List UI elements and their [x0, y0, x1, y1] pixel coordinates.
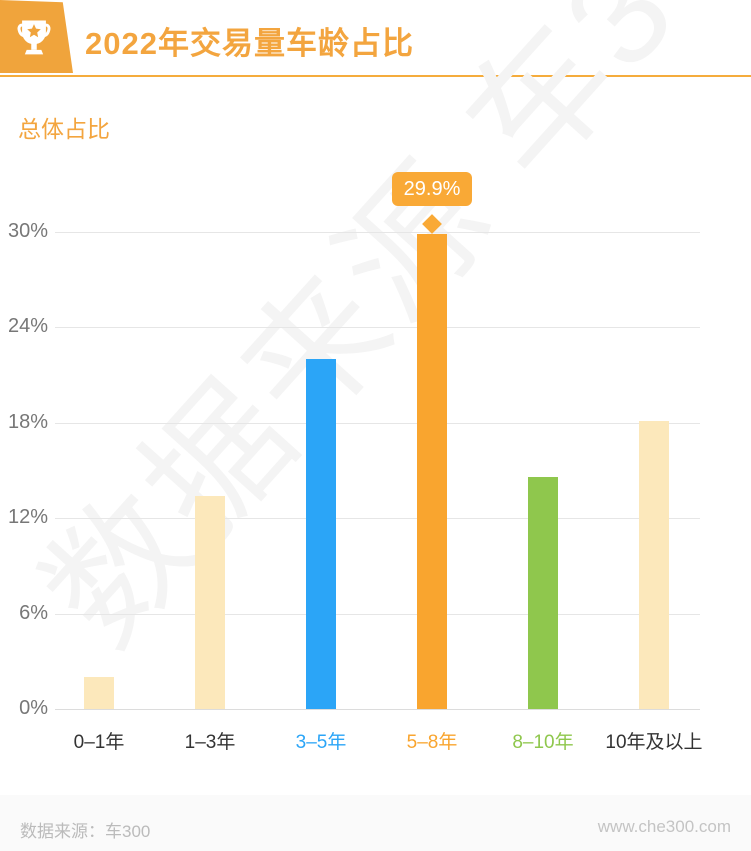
bar-3–5年: [306, 359, 336, 709]
value-tooltip: 29.9%: [392, 172, 472, 206]
y-axis-tick: 0%: [19, 697, 48, 719]
gridline-0%: [55, 709, 700, 710]
bar-0–1年: [84, 677, 114, 709]
y-axis-tick: 6%: [19, 602, 48, 624]
page-title: 2022年交易量车龄占比: [85, 26, 414, 61]
tooltip-pointer: [422, 214, 442, 234]
header-divider: [0, 75, 751, 77]
gridline-12%: [55, 518, 700, 519]
bar-10年及以上: [639, 421, 669, 709]
bar-5–8年: [417, 234, 447, 709]
x-axis-label: 3–5年: [295, 732, 347, 753]
y-axis-tick: 30%: [7, 220, 48, 242]
section-title: 总体占比: [18, 116, 110, 142]
gridline-18%: [55, 423, 700, 424]
x-axis-label: 5–8年: [406, 732, 458, 753]
trophy-icon: [17, 20, 50, 54]
gridline-30%: [55, 232, 700, 233]
y-axis-tick: 24%: [7, 315, 48, 337]
bar-1–3年: [195, 496, 225, 709]
gridline-24%: [55, 327, 700, 328]
y-axis-tick: 18%: [7, 411, 48, 433]
x-axis-label: 8–10年: [512, 732, 574, 753]
x-axis-label: 1–3年: [184, 732, 236, 753]
trophy-badge: [0, 0, 73, 73]
footer: 数据来源：车300 www.che300.com: [0, 795, 751, 851]
bar-8–10年: [528, 477, 558, 709]
x-axis-label: 10年及以上: [605, 732, 703, 753]
x-axis-label: 0–1年: [73, 732, 125, 753]
header: 2022年交易量车龄占比: [0, 0, 751, 80]
y-axis-tick: 12%: [7, 506, 48, 528]
gridline-6%: [55, 614, 700, 615]
data-source-label: 数据来源：车300: [20, 822, 151, 841]
website-link[interactable]: www.che300.com: [597, 817, 731, 836]
